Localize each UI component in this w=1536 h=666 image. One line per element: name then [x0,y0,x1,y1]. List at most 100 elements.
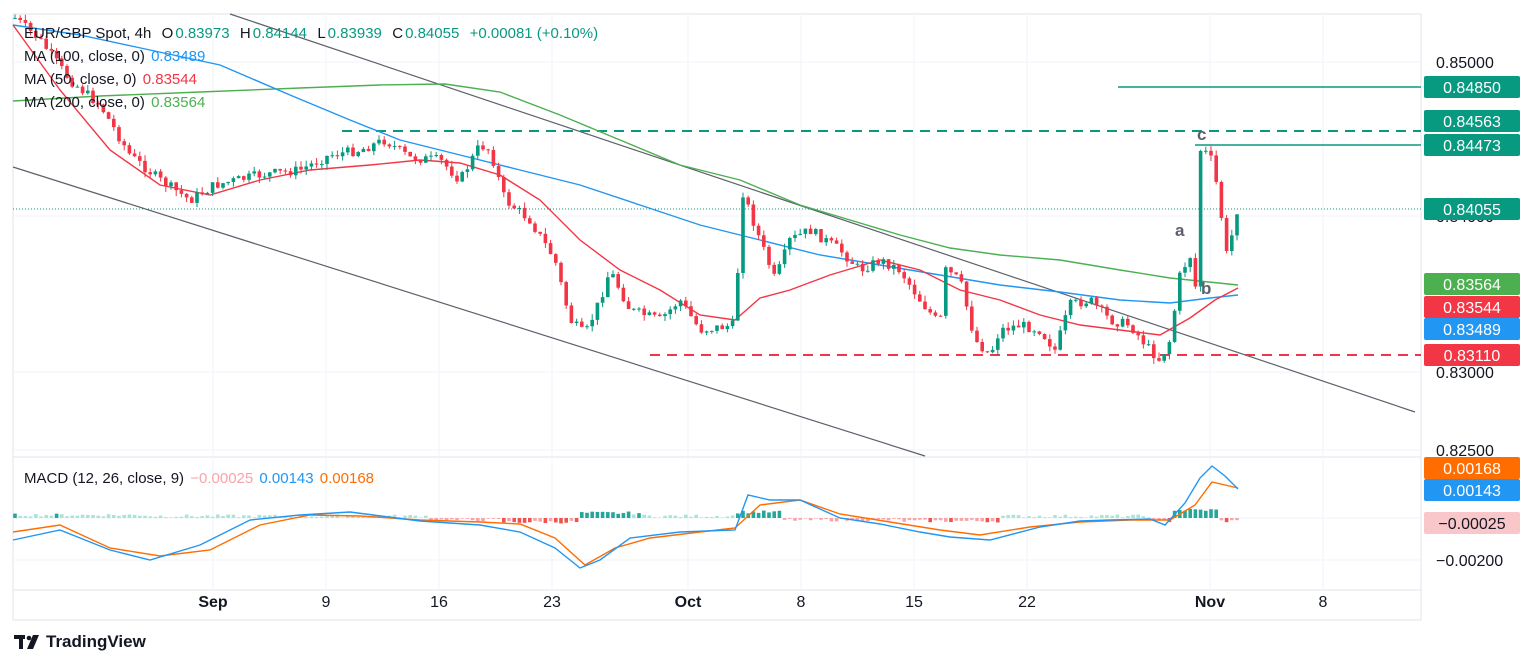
candle-body [1016,325,1021,328]
candle-body [715,325,719,331]
macd-bar [195,516,199,518]
candlestick-series[interactable] [13,14,1239,364]
candle-body [850,261,854,264]
ma100-legend[interactable]: MA (100, close, 0) 0.83489 [24,48,207,65]
price-badge-resistance [1424,76,1520,98]
candle-body [704,331,709,333]
symbol-label[interactable]: EUR/GBP Spot, 4h [24,25,152,42]
candle-body [117,127,121,142]
candle-body [912,284,917,295]
macd-bar [559,518,563,524]
macd-bar [1037,515,1042,518]
candle-body [1188,258,1192,268]
macd-bar [221,516,225,518]
macd-bar [476,518,480,522]
macd-bar [247,515,251,518]
ma100-line[interactable] [12,24,1239,304]
candle-body [1204,150,1208,152]
candle-body [1074,299,1078,301]
macd-bar [28,516,33,518]
macd-bar [658,517,662,518]
candle-body [252,171,256,174]
candle-body [1136,332,1140,336]
ma200-legend[interactable]: MA (200, close, 0) 0.83564 [24,94,207,111]
macd-bar [1042,517,1047,518]
macd-bar [637,513,641,518]
candle-body [1032,331,1036,333]
candle-body [1167,341,1172,355]
candle-body [1172,310,1177,342]
candle-body [782,249,787,265]
candle-body [1100,305,1104,307]
macd-line[interactable] [12,465,1239,569]
candle-body [736,273,740,321]
macd-bar [117,515,121,518]
candle-body [49,48,54,51]
macd-legend[interactable]: MACD (12, 26, close, 9) −0.00025 0.00143… [24,470,376,487]
candle-body [1053,346,1057,350]
macd-bar [65,516,69,518]
tradingview-brand[interactable]: TradingView [14,632,146,652]
candle-body [366,148,371,152]
price-badge-text-ma100: 0.83489 [1443,322,1501,339]
macd-value: 0.00143 [259,470,314,487]
candle-body [840,243,844,253]
macd-bar [1032,517,1036,518]
macd-bar [491,518,496,519]
channel-upper-line[interactable] [229,13,1416,413]
macd-bar [1001,515,1005,518]
ma100-label: MA (100, close, 0) [24,48,145,65]
macd-bar [881,518,886,520]
macd-bar [1048,517,1052,518]
macd-histogram[interactable] [13,508,1239,524]
macd-bar [824,518,828,519]
macd-bar [647,515,652,518]
macd-bar [179,516,184,518]
candle-body [387,144,392,147]
macd-bar [1027,516,1031,518]
candle-body [288,171,293,176]
macd-bar [507,518,511,522]
candle-body [694,316,698,325]
ma50-legend[interactable]: MA (50, close, 0) 0.83544 [24,71,199,88]
macd-bar [325,515,329,518]
candle-body [496,165,501,178]
candle-body [231,178,236,182]
macd-signal-line[interactable] [12,481,1239,566]
macd-bar [86,514,90,518]
candle-body [1027,321,1031,333]
macd-bar [569,518,574,521]
candle-body [44,38,48,49]
macd-bar [262,515,267,518]
macd-bar [304,516,308,518]
ma200-line[interactable] [12,83,1239,286]
price-badge-dashed-high [1424,110,1520,132]
candle-body [1183,267,1187,273]
candle-body [632,308,636,310]
candle-body [1146,344,1151,346]
candle-body [1235,214,1239,236]
macd-bar [985,518,990,523]
ma50-line[interactable] [12,24,1239,336]
macd-bar [1100,515,1104,518]
channel-lower-line[interactable] [12,166,926,457]
macd-bar [200,516,204,518]
candle-body [923,301,927,310]
macd-bar [351,515,355,518]
candle-body [580,321,584,327]
macd-bar [403,515,407,518]
macd-bar [512,518,516,523]
candle-body [548,243,553,255]
candle-body [106,112,111,119]
ma50-label: MA (50, close, 0) [24,71,137,88]
candle-body [637,308,641,310]
candle-body [902,272,906,279]
candle-body [283,170,288,172]
brand-name: TradingView [46,632,146,651]
candle-body [933,312,938,316]
candle-body [132,153,137,157]
candle-body [996,338,1000,350]
macd-bar [1157,518,1161,520]
candle-body [190,197,194,203]
